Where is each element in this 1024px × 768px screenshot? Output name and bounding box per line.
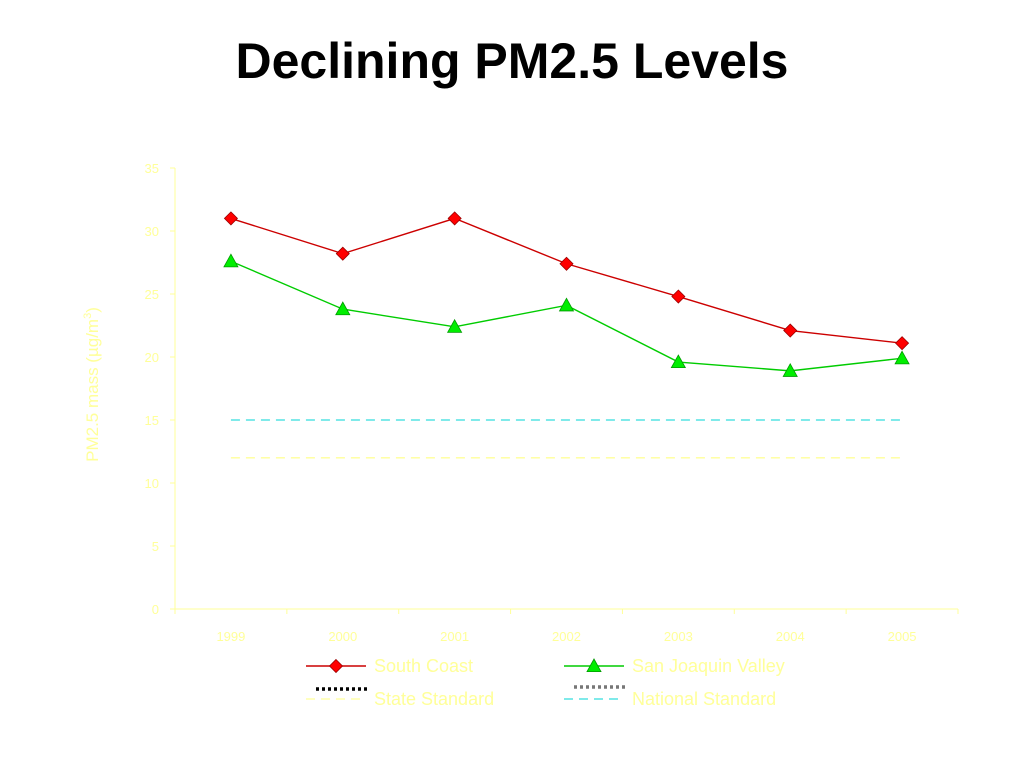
data-point-san-joaquin-valley bbox=[335, 301, 351, 316]
data-point-san-joaquin-valley bbox=[446, 318, 463, 333]
y-tick-label: 35 bbox=[145, 161, 159, 176]
data-point-south-coast bbox=[223, 211, 238, 226]
legend-label: State Standard bbox=[374, 689, 494, 709]
data-point-san-joaquin-valley bbox=[558, 297, 575, 312]
data-point-san-joaquin-valley bbox=[894, 350, 910, 365]
series-line-san-joaquin-valley bbox=[230, 260, 903, 372]
y-tick-label: 10 bbox=[145, 476, 159, 491]
y-tick-label: 30 bbox=[145, 224, 159, 239]
y-tick-label: 5 bbox=[152, 539, 159, 554]
legend-item-state-standard: State Standard bbox=[306, 687, 494, 709]
data-point-south-coast bbox=[447, 211, 462, 226]
legend-item-san-joaquin-valley: San Joaquin Valley bbox=[564, 656, 785, 676]
data-series bbox=[223, 211, 910, 377]
x-tick-label: 2002 bbox=[552, 629, 581, 644]
data-point-san-joaquin-valley bbox=[670, 354, 687, 369]
legend-label: South Coast bbox=[374, 656, 473, 676]
slide-title: Declining PM2.5 Levels bbox=[235, 33, 789, 89]
y-tick-label: 25 bbox=[145, 287, 159, 302]
y-tick-label: 15 bbox=[145, 413, 159, 428]
chart-axes: 0 5 10 15 20 25 30 35 1999 2000 2001 2002 2003 2004 20… bbox=[145, 161, 959, 644]
x-tick-label: 2005 bbox=[888, 629, 917, 644]
data-point-san-joaquin-valley bbox=[782, 363, 798, 377]
data-point-south-coast bbox=[783, 323, 798, 338]
legend-item-national-standard: National Standard bbox=[564, 685, 776, 709]
y-tick-label: 0 bbox=[152, 602, 159, 617]
legend-marker bbox=[328, 658, 344, 674]
data-point-south-coast bbox=[671, 289, 686, 304]
legend-label: National Standard bbox=[632, 689, 776, 709]
data-point-south-coast bbox=[559, 256, 574, 271]
y-tick-label: 20 bbox=[145, 350, 159, 365]
x-tick-label: 2003 bbox=[664, 629, 693, 644]
x-tick-label: 1999 bbox=[216, 629, 245, 644]
series-line-south-coast bbox=[230, 217, 903, 344]
legend-marker bbox=[586, 658, 602, 672]
legend-item-south-coast: South Coast bbox=[306, 656, 473, 676]
x-tick-label: 2000 bbox=[328, 629, 357, 644]
legend-label: San Joaquin Valley bbox=[632, 656, 785, 676]
x-tick-label: 2001 bbox=[440, 629, 469, 644]
chart-legend: South Coast San Joaquin Valley State Stand… bbox=[306, 656, 785, 709]
reference-lines bbox=[230, 419, 903, 459]
y-axis-label: PM2.5 mass (µg/m3) bbox=[82, 307, 102, 462]
data-point-south-coast bbox=[895, 336, 910, 351]
x-tick-label: 2004 bbox=[776, 629, 805, 644]
data-point-san-joaquin-valley bbox=[223, 253, 239, 268]
data-point-south-coast bbox=[335, 246, 350, 261]
